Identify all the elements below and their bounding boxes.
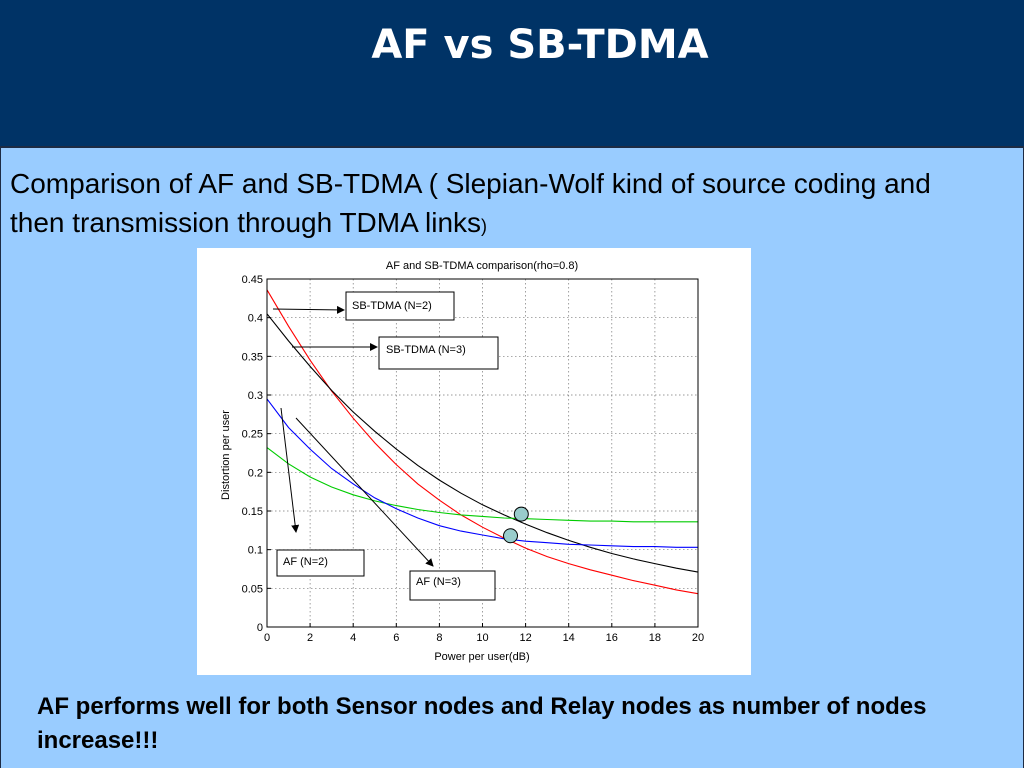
title-divider — [0, 146, 1024, 148]
x-tick-label: 4 — [350, 632, 356, 644]
crossover-marker — [503, 528, 519, 544]
series-line-sb-tdma-n-2 — [266, 289, 699, 595]
chart-series — [266, 289, 699, 595]
y-tick-label: 0.15 — [242, 506, 263, 518]
annotation-box-sb-tdma-n-3 — [378, 336, 499, 370]
annotation-label-sb-tdma-n-2: SB-TDMA (N=2) — [352, 300, 432, 312]
x-tick-label: 14 — [563, 632, 575, 644]
series-line-sb-tdma-n-3 — [266, 313, 699, 573]
annotation-box-af-n-2 — [276, 549, 365, 577]
y-tick-label: 0.45 — [242, 274, 263, 286]
x-tick-label: 18 — [649, 632, 661, 644]
series-line-af-n-3 — [266, 398, 698, 548]
y-tick-label: 0.1 — [248, 545, 263, 557]
x-axis-label: Power per user(dB) — [434, 651, 529, 663]
y-tick-label: 0.35 — [242, 351, 263, 363]
annotation-box-af-n-3 — [409, 570, 496, 601]
x-tick-label: 12 — [519, 632, 531, 644]
y-tick-label: 0.25 — [242, 429, 263, 441]
y-axis-label: Distortion per user — [220, 410, 232, 500]
x-tick-label: 0 — [264, 632, 270, 644]
series-line-af-n-2 — [266, 447, 698, 523]
x-tick-label: 6 — [393, 632, 399, 644]
y-tick-label: 0.4 — [248, 313, 263, 325]
x-axis-ticks: 0 2 4 6 8 10 12 14 16 18 20 — [264, 623, 704, 644]
annotation-box-sb-tdma-n-2 — [345, 291, 455, 321]
y-tick-label: 0.3 — [248, 390, 263, 402]
x-tick-label: 2 — [307, 632, 313, 644]
y-tick-label: 0.2 — [248, 467, 263, 479]
y-tick-label: 0 — [257, 622, 263, 634]
annotation-label-af-n-3: AF (N=3) — [416, 576, 461, 588]
annotation-arrow-af-n-3 — [295, 417, 434, 567]
chart-figure: AF and SB-TDMA comparison(rho=0.8) 0 2 4 6 8… — [197, 248, 751, 675]
chart-title: AF and SB-TDMA comparison(rho=0.8) — [386, 260, 578, 272]
intro-close-paren: ) — [481, 216, 488, 236]
y-tick-label: 0.05 — [242, 583, 263, 595]
y-axis-ticks: 0 0.05 0.1 0.15 0.2 0.25 0.3 0.35 0.4 0.45 — [242, 274, 271, 634]
x-tick-label: 16 — [606, 632, 618, 644]
intro-text: Comparison of AF and SB-TDMA ( Slepian-W… — [10, 164, 990, 246]
slide-title: AF vs SB-TDMA — [371, 22, 709, 68]
crossover-markers — [503, 506, 529, 544]
title-bar: AF vs SB-TDMA — [0, 0, 1024, 146]
intro-sentence: Comparison of AF and SB-TDMA ( Slepian-W… — [10, 168, 931, 238]
crossover-marker — [513, 506, 529, 522]
annotation-arrow-af-n-2 — [280, 407, 300, 533]
chart-annotations: SB-TDMA (N=2) SB-TDMA (N=3) AF (N=2) AF (N=… — [272, 291, 499, 601]
annotation-arrow-sb-tdma-n-2 — [272, 305, 345, 314]
conclusion-text: AF performs well for both Sensor nodes a… — [37, 693, 927, 754]
annotation-label-sb-tdma-n-3: SB-TDMA (N=3) — [386, 344, 466, 356]
comparison-chart: AF and SB-TDMA comparison(rho=0.8) 0 2 4 6 8… — [220, 260, 704, 663]
x-tick-label: 20 — [692, 632, 704, 644]
x-tick-label: 8 — [436, 632, 442, 644]
x-tick-label: 10 — [476, 632, 488, 644]
annotation-label-af-n-2: AF (N=2) — [283, 556, 328, 568]
